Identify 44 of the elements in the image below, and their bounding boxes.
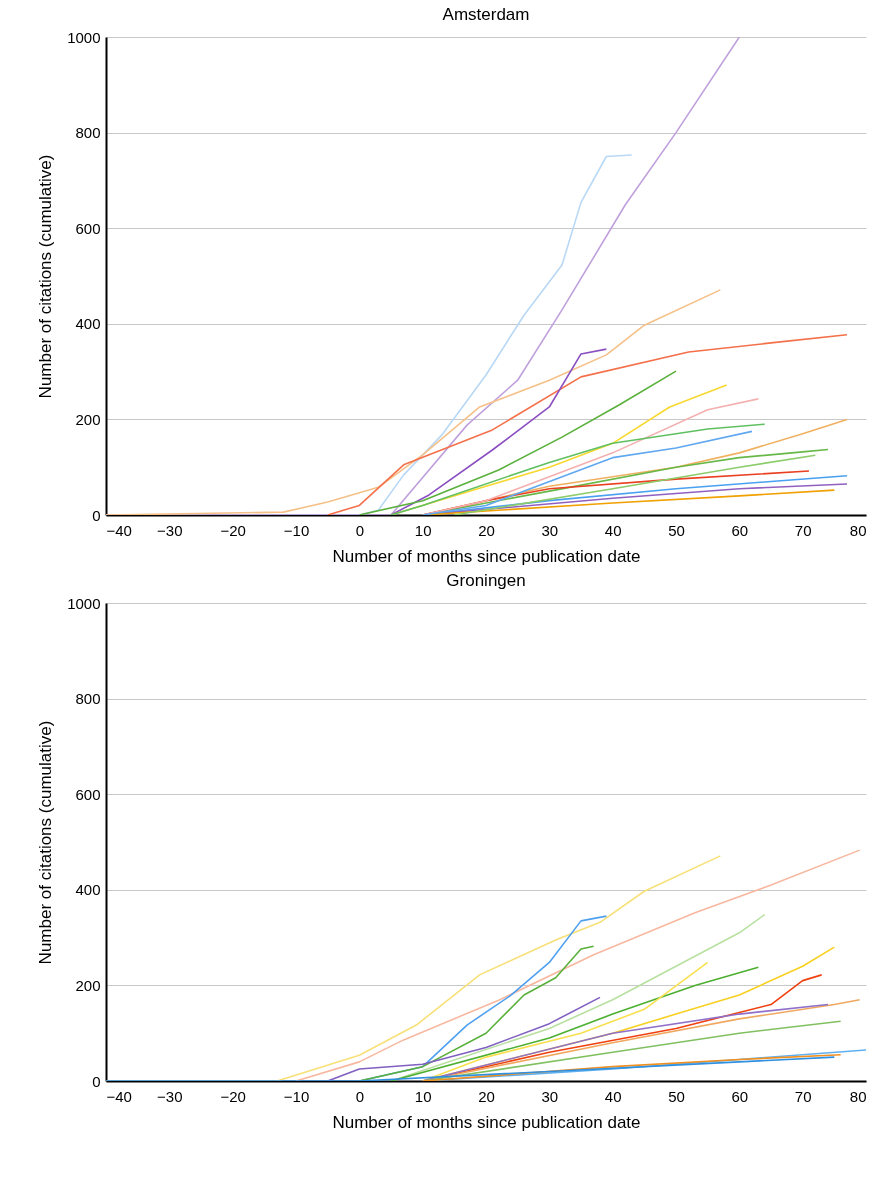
x-tick-label: 80 bbox=[849, 521, 867, 539]
chart-title: Groningen bbox=[446, 571, 526, 590]
x-tick-label: 40 bbox=[604, 1087, 622, 1105]
x-tick-label: −40 bbox=[106, 521, 132, 539]
x-tick-label: 20 bbox=[478, 521, 495, 539]
x-axis-title: Number of months since publication date bbox=[332, 1112, 641, 1132]
y-tick-label: 600 bbox=[75, 785, 101, 803]
x-axis-title: Number of months since publication date bbox=[332, 546, 641, 566]
y-tick-label: 800 bbox=[75, 690, 101, 708]
y-tick-label: 1000 bbox=[67, 28, 101, 46]
y-axis-title: Number of citations (cumulative) bbox=[36, 154, 56, 399]
x-tick-label: 50 bbox=[668, 521, 685, 539]
y-tick-label: 800 bbox=[75, 124, 101, 142]
x-tick-label: 20 bbox=[478, 1087, 495, 1105]
x-tick-label: 30 bbox=[541, 521, 559, 539]
x-tick-label: 50 bbox=[668, 1087, 685, 1105]
y-axis-title: Number of citations (cumulative) bbox=[36, 720, 56, 965]
x-tick-label: 40 bbox=[604, 521, 622, 539]
x-tick-label: 60 bbox=[731, 521, 749, 539]
y-tick-label: 200 bbox=[75, 976, 101, 994]
x-tick-label: −20 bbox=[220, 1087, 246, 1105]
x-tick-label: 70 bbox=[794, 1087, 812, 1105]
y-tick-label: 0 bbox=[92, 506, 101, 524]
x-tick-label: 10 bbox=[414, 1087, 432, 1105]
x-tick-label: −30 bbox=[157, 521, 183, 539]
x-tick-label: 70 bbox=[794, 521, 812, 539]
y-tick-label: 600 bbox=[75, 219, 101, 237]
y-tick-label: 1000 bbox=[67, 594, 101, 612]
x-tick-label: −20 bbox=[220, 521, 246, 539]
y-tick-label: 0 bbox=[92, 1072, 101, 1090]
x-tick-label: −30 bbox=[157, 1087, 183, 1105]
x-tick-label: −40 bbox=[106, 1087, 132, 1105]
y-tick-label: 200 bbox=[75, 410, 101, 428]
x-tick-label: 30 bbox=[541, 1087, 559, 1105]
x-tick-label: 0 bbox=[355, 1087, 365, 1105]
y-tick-label: 400 bbox=[75, 881, 101, 899]
x-tick-label: 0 bbox=[355, 521, 365, 539]
x-tick-label: 10 bbox=[414, 521, 432, 539]
chart-title: Amsterdam bbox=[442, 5, 530, 24]
x-tick-label: 60 bbox=[731, 1087, 749, 1105]
y-tick-label: 400 bbox=[75, 315, 101, 333]
x-tick-label: −10 bbox=[283, 1087, 310, 1105]
x-tick-label: −10 bbox=[283, 521, 310, 539]
x-tick-label: 80 bbox=[849, 1087, 867, 1105]
